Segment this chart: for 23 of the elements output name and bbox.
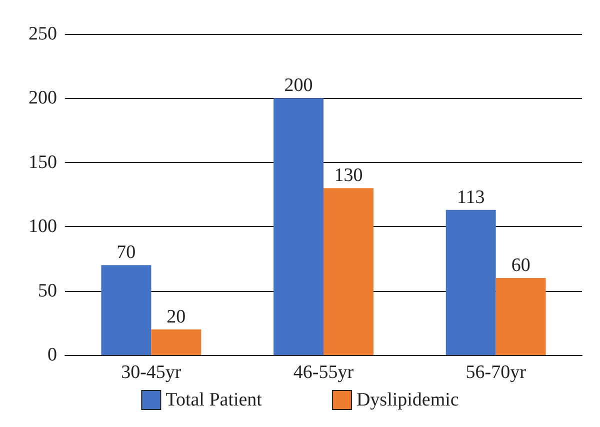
bar xyxy=(496,278,546,355)
x-tick-label: 30-45yr xyxy=(121,362,182,383)
x-tick-label: 46-55yr xyxy=(293,362,354,383)
bar xyxy=(151,329,202,355)
data-label: 200 xyxy=(284,75,313,96)
bar xyxy=(446,210,496,355)
data-label: 113 xyxy=(456,186,485,208)
bar xyxy=(274,98,324,355)
x-tick-label: 56-70yr xyxy=(466,362,527,383)
y-tick-label: 200 xyxy=(28,88,57,109)
bar xyxy=(324,188,374,355)
bar xyxy=(101,265,152,355)
data-label: 20 xyxy=(166,306,186,328)
y-tick-label: 150 xyxy=(28,152,57,173)
data-label: 60 xyxy=(511,254,530,276)
data-label: 70 xyxy=(116,242,136,264)
data-label: 130 xyxy=(334,165,363,186)
y-tick-label: 50 xyxy=(38,280,57,302)
y-tick-label: 250 xyxy=(28,24,57,44)
y-tick-label: 0 xyxy=(48,344,57,366)
legend-label: Total Patient xyxy=(166,390,263,410)
legend-label: Dyslipidemic xyxy=(356,390,459,410)
y-tick-label: 100 xyxy=(28,216,57,238)
